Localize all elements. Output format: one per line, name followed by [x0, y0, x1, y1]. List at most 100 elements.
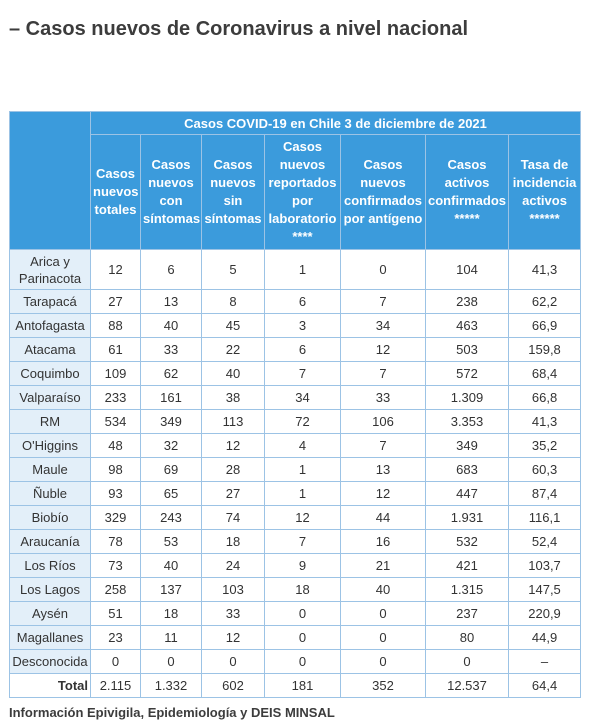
table-cell: 11 — [140, 625, 202, 650]
table-cell: 34 — [340, 313, 426, 338]
region-name: Los Ríos — [9, 553, 91, 578]
page-title: – Casos nuevos de Coronavirus a nivel na… — [9, 18, 469, 40]
table-cell: 233 — [90, 385, 141, 410]
table-cell: 6 — [264, 289, 341, 314]
table-cell: 7 — [340, 289, 426, 314]
table-cell: 1.931 — [425, 505, 509, 530]
region-name: Total — [9, 673, 91, 698]
table-cell: 220,9 — [507, 601, 582, 626]
table-cell: 534 — [90, 409, 141, 434]
table-cell: 93 — [90, 481, 141, 506]
table-head: Casos COVID-19 en Chile 3 de diciembre d… — [9, 111, 582, 250]
table-cell: 69 — [140, 457, 202, 482]
column-header: Casos nuevos reportados por laboratorio … — [264, 134, 341, 250]
table-cell: 3 — [264, 313, 341, 338]
table-cell: 237 — [425, 601, 509, 626]
cases-table: Casos COVID-19 en Chile 3 de diciembre d… — [9, 111, 582, 698]
table-cell: 181 — [264, 673, 341, 698]
table-cell: 33 — [201, 601, 265, 626]
corner-cell — [9, 111, 91, 250]
table-cell: 6 — [140, 249, 202, 290]
table-cell: 98 — [90, 457, 141, 482]
table-cell: 1 — [264, 457, 341, 482]
table-cell: 113 — [201, 409, 265, 434]
table-cell: 60,3 — [507, 457, 582, 482]
region-name: Antofagasta — [9, 313, 91, 338]
caption-row: Casos COVID-19 en Chile 3 de diciembre d… — [9, 111, 582, 250]
source-note: Información Epivigila, Epidemiología y D… — [9, 705, 335, 720]
table-cell: 61 — [90, 337, 141, 362]
region-name: Aysén — [9, 601, 91, 626]
table-cell: 7 — [264, 529, 341, 554]
table-cell: 12 — [340, 481, 426, 506]
region-name: Los Lagos — [9, 577, 91, 602]
table-cell: 52,4 — [507, 529, 582, 554]
table-cell: 137 — [140, 577, 202, 602]
region-row: Arica y Parinacota 12 6 5 1 0 104 41,3 — [9, 249, 582, 290]
table-cell: 103,7 — [507, 553, 582, 578]
table-cell: 51 — [90, 601, 141, 626]
table-body: Arica y Parinacota 12 6 5 1 0 104 41,3 Tarapacá 2… — [9, 249, 582, 698]
table-cell: 243 — [140, 505, 202, 530]
table-cell: 28 — [201, 457, 265, 482]
table-cell: 68,4 — [507, 361, 582, 386]
total-row: Total 2.115 1.332 602 181 352 12.537 64,4 — [9, 673, 582, 698]
table-cell: 0 — [90, 649, 141, 674]
table-cell: 45 — [201, 313, 265, 338]
table-cell: 72 — [264, 409, 341, 434]
region-name: Ñuble — [9, 481, 91, 506]
table-cell: 572 — [425, 361, 509, 386]
table-cell: – — [507, 649, 582, 674]
table-cell: 27 — [201, 481, 265, 506]
column-header: Casos nuevos con síntomas — [140, 134, 202, 250]
table-cell: 421 — [425, 553, 509, 578]
region-name: Maule — [9, 457, 91, 482]
table-cell: 78 — [90, 529, 141, 554]
region-row: Desconocida 0 0 0 0 0 0– — [9, 649, 582, 674]
region-row: Ñuble 93 65 27 1 12 447 87,4 — [9, 481, 582, 506]
table-cell: 104 — [425, 249, 509, 290]
region-name: Valparaíso — [9, 385, 91, 410]
table-cell: 65 — [140, 481, 202, 506]
region-name: Arica y Parinacota — [9, 249, 91, 290]
table-cell: 1.315 — [425, 577, 509, 602]
column-header: Casos nuevos confirmados por antígeno — [340, 134, 426, 250]
table-cell: 329 — [90, 505, 141, 530]
table-cell: 7 — [264, 361, 341, 386]
region-name: Tarapacá — [9, 289, 91, 314]
table-cell: 1 — [264, 481, 341, 506]
table-cell: 238 — [425, 289, 509, 314]
table-cell: 103 — [201, 577, 265, 602]
table-cell: 5 — [201, 249, 265, 290]
table-cell: 40 — [140, 553, 202, 578]
table-cell: 41,3 — [507, 249, 582, 290]
table-cell: 7 — [340, 361, 426, 386]
table-cell: 106 — [340, 409, 426, 434]
table-cell: 21 — [340, 553, 426, 578]
table-cell: 40 — [201, 361, 265, 386]
table-cell: 16 — [340, 529, 426, 554]
table-cell: 48 — [90, 433, 141, 458]
table-cell: 0 — [264, 625, 341, 650]
table-cell: 44 — [340, 505, 426, 530]
table-cell: 463 — [425, 313, 509, 338]
table-cell: 62 — [140, 361, 202, 386]
table-cell: 35,2 — [507, 433, 582, 458]
table-cell: 12 — [340, 337, 426, 362]
table-caption: Casos COVID-19 en Chile 3 de diciembre d… — [89, 111, 582, 135]
table-cell: 503 — [425, 337, 509, 362]
column-header-row: Casos nuevos totales Casos nuevos con sín… — [10, 134, 582, 250]
region-name: Biobío — [9, 505, 91, 530]
region-row: Los Lagos 258 137 103 18 40 1.315 147,5 — [9, 577, 582, 602]
table-cell: 602 — [201, 673, 265, 698]
table-cell: 24 — [201, 553, 265, 578]
table-cell: 0 — [201, 649, 265, 674]
table-cell: 1.309 — [425, 385, 509, 410]
table-cell: 0 — [264, 649, 341, 674]
region-row: Valparaíso 233 161 38 34 33 1.309 66,8 — [9, 385, 582, 410]
table-cell: 23 — [90, 625, 141, 650]
region-row: Aysén 51 18 33 0 0 237 220,9 — [9, 601, 582, 626]
region-row: RM 534 349 113 72 106 3.353 41,3 — [9, 409, 582, 434]
table-cell: 18 — [264, 577, 341, 602]
table-cell: 9 — [264, 553, 341, 578]
